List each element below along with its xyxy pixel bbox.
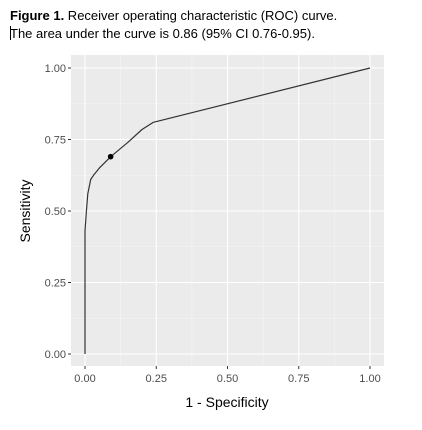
tick-layer: 0.00 0.25 0.50 0.75 1.00 0.00 0.25 0.50 0.75 1.00	[45, 63, 381, 385]
x-tick-label: 0.75	[288, 373, 309, 385]
auc-statement: The area under the curve is 0.86 (95% CI…	[10, 26, 315, 41]
gridlines	[71, 55, 384, 366]
y-tick-label: 0.50	[45, 206, 66, 218]
figure-label: Figure 1.	[10, 8, 65, 23]
x-tick-label: 0.00	[74, 373, 95, 385]
x-tick-label: 0.50	[217, 373, 238, 385]
figure-caption: Figure 1. Receiver operating characteris…	[10, 7, 414, 43]
caption-line-2: The area under the curve is 0.86 (95% CI…	[10, 25, 414, 43]
y-tick-label: 0.75	[45, 135, 66, 147]
figure-title: Receiver operating characteristic (ROC) …	[64, 8, 338, 23]
x-axis-title: 1 - Specificity	[185, 394, 268, 410]
y-tick-label: 1.00	[45, 63, 66, 75]
text-cursor	[10, 26, 11, 40]
y-tick-label: 0.00	[45, 349, 66, 361]
y-axis-title: Sensitivity	[17, 179, 33, 242]
x-tick-label: 1.00	[359, 373, 380, 385]
roc-curve-line	[84, 67, 371, 354]
caption-line-1: Figure 1. Receiver operating characteris…	[10, 7, 414, 25]
optimal-cutoff-point	[107, 153, 114, 160]
series-layer	[84, 67, 371, 354]
x-tick-label: 0.25	[146, 373, 167, 385]
y-tick-label: 0.25	[45, 278, 66, 290]
